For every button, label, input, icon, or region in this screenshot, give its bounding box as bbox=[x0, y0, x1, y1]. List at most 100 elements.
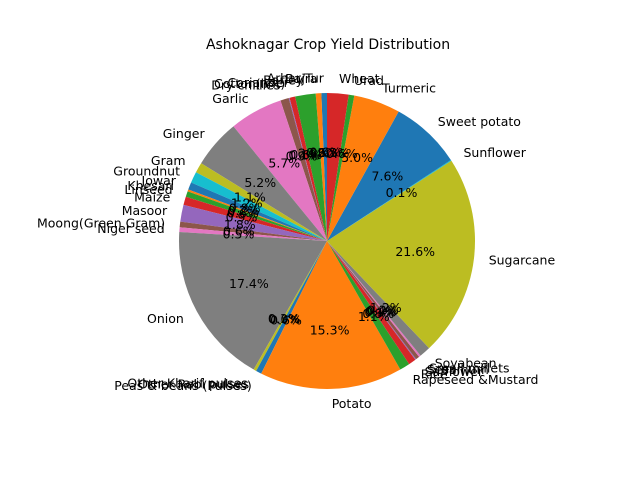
percent-sesamum: 0.4% bbox=[366, 304, 398, 319]
percent-potato: 15.3% bbox=[310, 322, 350, 337]
label-soyabean: Soyabean bbox=[435, 356, 497, 371]
percent-coriander: 0.6% bbox=[290, 147, 322, 162]
slice-khesari bbox=[187, 189, 327, 241]
label-masoor: Masoor bbox=[122, 203, 168, 218]
percent-niger-seed: 0.5% bbox=[223, 227, 255, 242]
percent-sugarcane: 21.6% bbox=[395, 244, 435, 259]
slice-small-millets bbox=[327, 241, 421, 357]
label-cotton-lint: Cotton(lint) bbox=[214, 76, 285, 91]
label-other-kharif-pulses: Other Kharif pulses bbox=[127, 376, 247, 391]
slice-jowar bbox=[188, 182, 327, 241]
label-arhar-tur: Arhar/Tur bbox=[267, 71, 325, 86]
label-small-millets: Small millets bbox=[429, 360, 509, 375]
label-dry-chillies: Dry chillies bbox=[211, 78, 280, 93]
slice-wheat bbox=[327, 93, 349, 241]
percent-other-rabi-pulses: 0.0% bbox=[269, 312, 301, 327]
label-bajra: Bajra bbox=[285, 71, 318, 86]
percent-rapeseed-mustard: 1.1% bbox=[358, 309, 390, 324]
label-safflower: Safflower bbox=[425, 364, 484, 379]
slice-dry-chillies bbox=[280, 98, 327, 241]
percent-garlic: 5.7% bbox=[268, 156, 300, 171]
slice-linseed bbox=[185, 191, 327, 241]
label-urad: Urad bbox=[354, 73, 384, 88]
chart-title: Ashoknagar Crop Yield Distribution bbox=[206, 37, 450, 53]
percent-gram: 1.1% bbox=[234, 190, 266, 205]
slice-coriander bbox=[289, 96, 327, 242]
label-barley: Barley bbox=[263, 73, 304, 88]
label-sweet-potato: Sweet potato bbox=[438, 114, 521, 129]
percent-groundnut: 1.2% bbox=[231, 195, 263, 210]
percent-urad: 0.6% bbox=[326, 146, 358, 161]
label-wheat: Wheat bbox=[339, 71, 380, 86]
slice-labels: Arhar/TurBajraBarleyCorianderCotton(lint… bbox=[37, 71, 555, 412]
label-other-rabi-pulses: Other Rabi pulses bbox=[138, 376, 249, 391]
percent-khesari: 0.2% bbox=[228, 203, 260, 218]
slice-moong-green-gram bbox=[179, 221, 327, 241]
label-rapeseed-mustard: Rapeseed &Mustard bbox=[413, 372, 539, 387]
label-maize: Maize bbox=[134, 189, 170, 204]
slice-cotton-lint bbox=[288, 97, 327, 241]
slice-turmeric bbox=[327, 95, 399, 241]
percent-safflower: 0.1% bbox=[364, 305, 396, 320]
percent-moong-green-gram: 0.6% bbox=[223, 224, 255, 239]
label-sesamum: Sesamum bbox=[427, 362, 489, 377]
slice-potato bbox=[261, 241, 401, 389]
slice-masoor bbox=[180, 204, 327, 241]
percent-jowar: 0.8% bbox=[229, 201, 261, 216]
label-sugarcane: Sugarcane bbox=[489, 253, 556, 268]
label-groundnut: Groundnut bbox=[113, 164, 180, 179]
label-gram: Gram bbox=[151, 153, 186, 168]
slice-safflower bbox=[327, 241, 417, 360]
percent-sunflower: 0.1% bbox=[386, 185, 418, 200]
slice-niger-seed bbox=[179, 227, 327, 241]
percent-bajra: 0.6% bbox=[306, 145, 338, 160]
slice-sesamum bbox=[327, 241, 420, 360]
slice-sweet-potato bbox=[327, 111, 451, 241]
slice-gram bbox=[195, 163, 327, 241]
label-sunflower: Sunflower bbox=[464, 145, 527, 160]
label-potato: Potato bbox=[332, 396, 372, 411]
slice-peas-beans-pulses bbox=[256, 241, 327, 374]
label-onion: Onion bbox=[147, 311, 184, 326]
slice-barley bbox=[295, 93, 327, 241]
slice-maize bbox=[183, 196, 327, 241]
slice-urad bbox=[327, 94, 355, 241]
slice-rapeseed-mustard bbox=[327, 241, 410, 370]
percent-wheat: 2.3% bbox=[318, 145, 350, 160]
slice-onion bbox=[178, 232, 327, 370]
slice-sugarcane bbox=[327, 160, 476, 349]
label-peas-beans-pulses: Peas & beans (Pulses) bbox=[114, 378, 252, 393]
percent-barley: 2.2% bbox=[298, 146, 330, 161]
pie-slices bbox=[178, 93, 476, 389]
slice-rice bbox=[327, 241, 416, 365]
slice-sunflower bbox=[327, 160, 452, 241]
label-niger-seed: Niger seed bbox=[97, 221, 164, 236]
percent-linseed: 0.6% bbox=[227, 205, 259, 220]
percent-maize: 0.9% bbox=[226, 209, 258, 224]
label-linseed: Linseed bbox=[124, 182, 172, 197]
slice-groundnut bbox=[191, 172, 327, 241]
label-moong-green-gram: Moong(Green Gram) bbox=[37, 215, 165, 230]
percent-ginger: 5.2% bbox=[244, 175, 276, 190]
slice-arhar-tur bbox=[321, 93, 327, 241]
percent-cotton-lint: 0.1% bbox=[288, 148, 320, 163]
label-coriander: Coriander bbox=[227, 75, 289, 90]
slice-ginger bbox=[201, 126, 327, 241]
label-turmeric: Turmeric bbox=[381, 80, 436, 95]
percent-turmeric: 5.0% bbox=[341, 150, 373, 165]
percent-sweet-potato: 7.6% bbox=[372, 168, 404, 183]
percent-labels: 0.6%0.6%2.2%0.6%0.1%0.9%5.7%5.2%1.1%1.2%… bbox=[223, 145, 436, 338]
percent-small-millets: 0.2% bbox=[367, 303, 399, 318]
percent-other-kharif-pulses: 0.3% bbox=[268, 311, 300, 326]
percent-arhar-tur: 0.6% bbox=[309, 145, 341, 160]
slice-bajra bbox=[315, 93, 327, 241]
slice-soyabean bbox=[327, 241, 430, 356]
percent-onion: 17.4% bbox=[229, 276, 269, 291]
percent-dry-chillies: 0.9% bbox=[286, 148, 318, 163]
label-khesari: Khesari bbox=[127, 178, 174, 193]
percent-masoor: 1.8% bbox=[224, 217, 256, 232]
percent-peas-beans-pulses: 0.6% bbox=[270, 312, 302, 327]
label-ginger: Ginger bbox=[163, 126, 206, 141]
percent-soyabean: 1.2% bbox=[370, 300, 402, 315]
